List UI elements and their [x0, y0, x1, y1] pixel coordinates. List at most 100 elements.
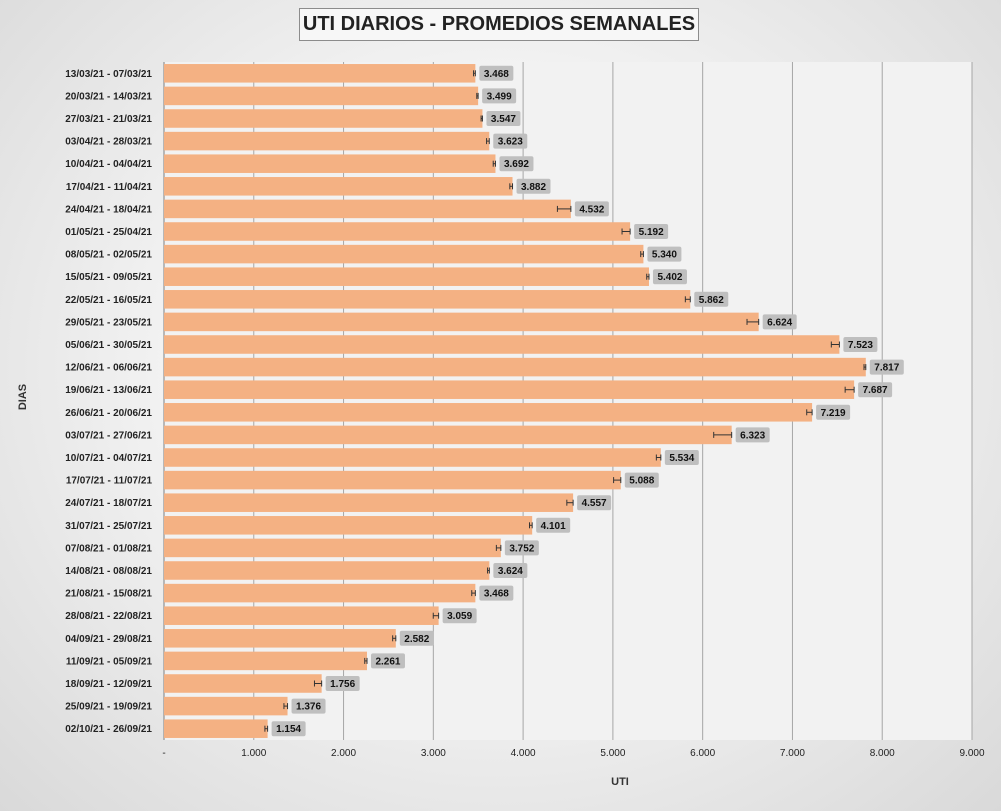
bar — [164, 629, 396, 648]
category-label: 07/08/21 - 01/08/21 — [65, 543, 152, 554]
category-label: 27/03/21 - 21/03/21 — [65, 114, 152, 125]
category-label: 04/09/21 - 29/08/21 — [65, 634, 152, 645]
data-label: 3.692 — [499, 156, 534, 172]
bar — [164, 244, 644, 264]
error-bar — [476, 92, 479, 99]
svg-text:7.219: 7.219 — [821, 408, 846, 419]
data-label: 1.154 — [271, 721, 306, 737]
data-label: 7.817 — [869, 359, 904, 375]
error-bar — [655, 454, 662, 461]
error-bar — [492, 160, 496, 167]
category-label: 14/08/21 - 08/08/21 — [65, 566, 152, 577]
chart-title: UTI DIARIOS - PROMEDIOS SEMANALES — [299, 8, 699, 41]
category-label: 24/07/21 - 18/07/21 — [65, 498, 152, 509]
bar — [164, 290, 691, 309]
category-label: 08/05/21 - 02/05/21 — [65, 250, 152, 261]
svg-text:3.059: 3.059 — [447, 611, 472, 622]
data-label: 2.582 — [399, 630, 434, 646]
svg-text:3.623: 3.623 — [498, 137, 523, 148]
svg-text:3.547: 3.547 — [491, 114, 516, 125]
x-tick-label: 3.000 — [421, 748, 446, 759]
bar — [164, 651, 367, 671]
error-bar — [844, 386, 855, 393]
error-bar — [830, 341, 840, 348]
svg-text:3.468: 3.468 — [484, 69, 509, 80]
data-label: 5.340 — [647, 246, 682, 262]
data-label: 3.059 — [442, 608, 477, 624]
svg-text:5.192: 5.192 — [639, 227, 664, 238]
category-label: 03/07/21 - 27/06/21 — [65, 430, 152, 441]
error-bar — [713, 431, 733, 438]
data-label: 6.624 — [762, 314, 797, 330]
x-tick-label: 2.000 — [331, 748, 356, 759]
error-bar — [313, 680, 323, 687]
error-bar — [556, 205, 572, 212]
x-tick-label: - — [162, 748, 165, 759]
category-label: 24/04/21 - 18/04/21 — [65, 204, 152, 215]
data-label: 3.468 — [479, 65, 514, 81]
svg-text:4.532: 4.532 — [579, 204, 604, 215]
error-bar — [471, 590, 476, 597]
data-labels: 3.468 3.499 3.547 3.623 3.692 3.882 4.532 5.192… — [271, 65, 904, 737]
svg-text:3.882: 3.882 — [521, 182, 546, 193]
error-bar — [528, 522, 533, 529]
error-bar — [392, 635, 397, 642]
error-bar — [640, 251, 644, 258]
category-label: 05/06/21 - 30/05/21 — [65, 340, 152, 351]
error-bar — [746, 318, 760, 325]
data-label: 3.499 — [482, 88, 517, 104]
data-label: 7.523 — [843, 337, 878, 352]
svg-text:5.402: 5.402 — [657, 272, 682, 283]
data-label: 5.534 — [664, 450, 699, 465]
data-label: 5.862 — [694, 291, 729, 307]
error-bar — [566, 499, 574, 506]
category-label: 01/05/21 - 25/04/21 — [65, 227, 152, 238]
category-label: 28/08/21 - 22/08/21 — [65, 611, 152, 622]
bar — [164, 674, 322, 693]
error-bar — [613, 477, 622, 484]
data-label: 1.756 — [325, 676, 360, 691]
category-label: 11/09/21 - 05/09/21 — [66, 656, 153, 667]
error-bar — [495, 544, 502, 551]
data-label: 4.101 — [536, 517, 571, 533]
category-label: 02/10/21 - 26/09/21 — [65, 724, 152, 735]
svg-text:3.468: 3.468 — [484, 589, 509, 600]
error-bar — [432, 612, 440, 619]
category-label: 25/09/21 - 19/09/21 — [65, 702, 152, 713]
category-label: 22/05/21 - 16/05/21 — [65, 295, 152, 306]
data-label: 3.882 — [516, 178, 551, 194]
x-axis-label: UTI — [611, 776, 629, 788]
plot-area — [164, 62, 972, 740]
category-label: 18/09/21 - 12/09/21 — [65, 679, 152, 690]
category-label: 31/07/21 - 25/07/21 — [65, 521, 152, 532]
data-label: 4.532 — [574, 201, 609, 217]
category-label: 03/04/21 - 28/03/21 — [65, 137, 152, 148]
svg-text:3.752: 3.752 — [509, 543, 534, 554]
bar — [164, 470, 621, 490]
svg-text:4.101: 4.101 — [541, 521, 566, 532]
svg-text:7.523: 7.523 — [848, 340, 873, 351]
y-axis-label: DIAS — [17, 384, 29, 410]
bar — [164, 583, 476, 603]
grid-lines — [163, 62, 973, 740]
x-tick-label: 7.000 — [780, 748, 805, 759]
error-bar — [806, 409, 813, 416]
error-bar — [486, 138, 490, 145]
x-tick-label: 6.000 — [690, 748, 715, 759]
category-label: 29/05/21 - 23/05/21 — [65, 317, 152, 328]
bar — [164, 561, 490, 580]
error-bar — [684, 296, 691, 303]
data-label: 3.624 — [493, 563, 528, 578]
svg-text:6.323: 6.323 — [740, 430, 765, 441]
bar — [164, 493, 574, 512]
bar — [164, 425, 732, 445]
bar — [164, 516, 533, 535]
svg-text:2.582: 2.582 — [404, 634, 429, 645]
svg-text:3.624: 3.624 — [498, 566, 523, 577]
category-label: 13/03/21 - 07/03/21 — [65, 69, 152, 80]
bar — [164, 312, 759, 332]
svg-text:3.499: 3.499 — [487, 91, 512, 102]
error-bar — [283, 703, 289, 710]
bar — [164, 448, 661, 467]
category-label: 10/07/21 - 04/07/21 — [65, 453, 152, 464]
